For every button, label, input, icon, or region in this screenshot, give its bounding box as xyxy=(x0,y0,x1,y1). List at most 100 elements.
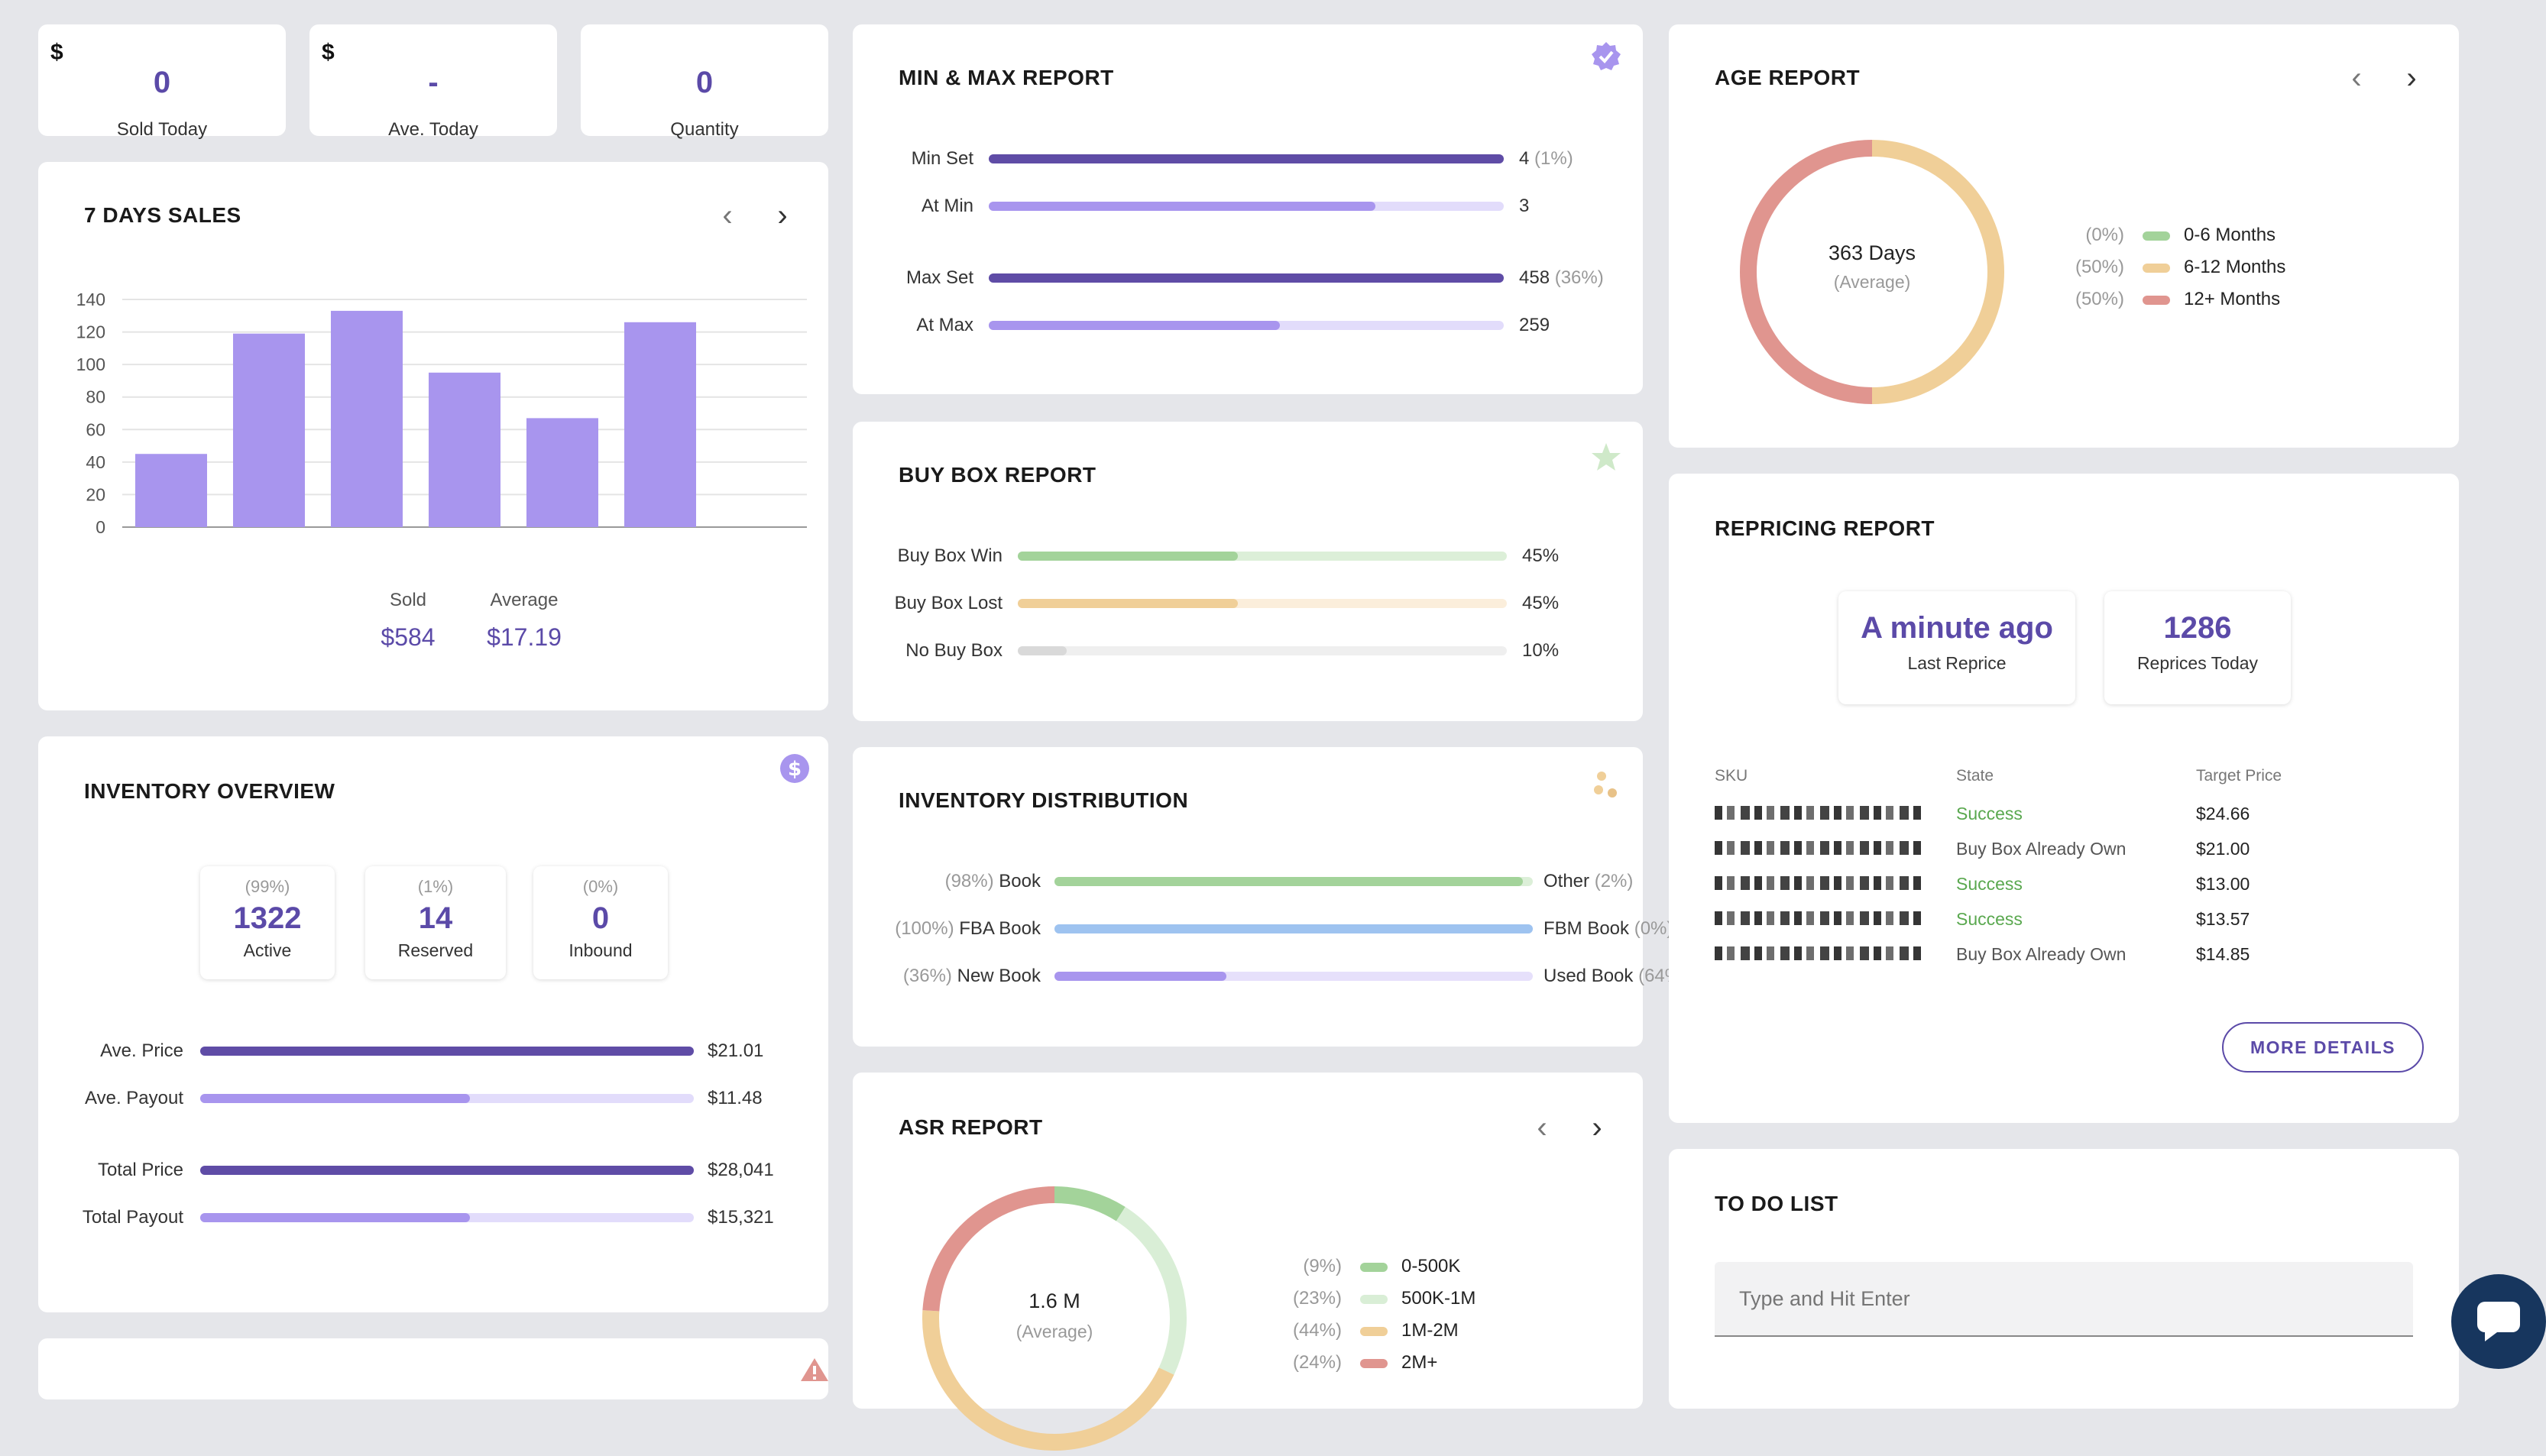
sold-label: Sold xyxy=(389,590,427,610)
legend-item: (44%) 1M-2M xyxy=(1288,1320,1459,1341)
dots-cluster-icon xyxy=(1594,772,1617,798)
sku-cell xyxy=(1715,796,1956,831)
dist-left-label: (98%) Book xyxy=(853,871,1041,892)
age-center-sub: (Average) xyxy=(1833,272,1911,292)
legend-label: 12+ Months xyxy=(2184,289,2281,309)
chart-bar[interactable] xyxy=(526,418,598,527)
redacted-sku xyxy=(1715,875,1921,890)
price-cell: $13.57 xyxy=(2196,908,2250,929)
inventory-distribution-card: INVENTORY DISTRIBUTION (98%) Book Other … xyxy=(853,747,1687,1047)
last-reprice-label: Last Reprice xyxy=(1907,653,2007,673)
chevron-left-icon[interactable]: ‹ xyxy=(2351,60,2362,95)
chart-bar[interactable] xyxy=(233,333,305,527)
average-value: $17.19 xyxy=(487,623,562,651)
sales-bar-chart: 0 20 40 60 80 100 120 140 xyxy=(76,290,807,537)
sku-cell xyxy=(1715,901,1956,937)
bar-track xyxy=(200,1094,694,1103)
bar-label: Buy Box Lost xyxy=(894,593,1003,613)
legend-pct: (24%) xyxy=(1292,1352,1342,1373)
chevron-right-icon[interactable]: › xyxy=(2406,60,2417,95)
bar-fill xyxy=(1018,599,1238,608)
bar-pct: (1%) xyxy=(1534,148,1573,169)
reserved-pct: (1%) xyxy=(417,877,454,896)
reserved-label: Reserved xyxy=(397,940,474,960)
inbound-box: (0%) 0 Inbound xyxy=(533,866,668,979)
bar-count: 3 xyxy=(1519,196,1530,216)
todo-input[interactable] xyxy=(1715,1262,2413,1337)
state-cell: Success xyxy=(1956,908,2023,929)
legend-item: (24%) 2M+ xyxy=(1288,1352,1437,1373)
price-cell: $14.85 xyxy=(2196,943,2250,964)
chevron-left-icon[interactable]: ‹ xyxy=(722,198,733,232)
reserved-value: 14 xyxy=(418,901,453,935)
dist-right-pct: (2%) xyxy=(1594,871,1634,891)
table-row[interactable]: Success $24.66 xyxy=(1715,796,2326,831)
table-row[interactable]: Success $13.00 xyxy=(1715,866,2326,901)
y-tick-label: 60 xyxy=(86,419,105,439)
sku-cell xyxy=(1715,937,1956,972)
chart-bar[interactable] xyxy=(331,310,403,527)
legend-pct: (23%) xyxy=(1292,1288,1342,1309)
chat-widget-button[interactable] xyxy=(2451,1274,2546,1369)
bar-fill xyxy=(1018,552,1238,561)
bar-label: Max Set xyxy=(905,267,973,288)
chevron-right-icon[interactable]: › xyxy=(1592,1110,1602,1144)
bar-track xyxy=(1054,924,1533,933)
bar-label: At Min xyxy=(921,196,973,216)
legend-item: (23%) 500K-1M xyxy=(1288,1288,1475,1309)
bar-fill xyxy=(200,1094,470,1103)
y-tick-label: 100 xyxy=(76,354,105,374)
stat-card-sold-today: $ 0 Sold Today xyxy=(38,24,286,140)
donut-segment[interactable] xyxy=(1054,1186,1126,1221)
y-tick-label: 0 xyxy=(96,517,105,537)
asr-report-card: ASR REPORT ‹ › 1.6 M (Average) (9%) 0-500… xyxy=(853,1073,1643,1451)
asr-center-sub: (Average) xyxy=(1015,1322,1093,1341)
todo-list-card: TO DO LIST xyxy=(1669,1149,2459,1409)
reprices-today-box: 1286 Reprices Today xyxy=(2104,591,2291,704)
bar-label: Ave. Payout xyxy=(85,1088,183,1108)
legend-swatch xyxy=(2143,263,2170,273)
dist-left-pct: (36%) xyxy=(902,966,952,986)
bar-count: 458 xyxy=(1519,267,1550,288)
repricing-table: SKU State Target Price Success $24.66 Bu… xyxy=(1715,767,2326,972)
bar-track xyxy=(200,1047,694,1056)
chart-bar[interactable] xyxy=(135,454,207,527)
y-tick-label: 140 xyxy=(76,290,105,309)
stat-card-ave-today: $ - Ave. Today xyxy=(309,24,557,140)
dist-left-label: (100%) FBA Book xyxy=(853,918,1041,940)
reprices-today-value: 1286 xyxy=(2163,611,2232,645)
card-title: TO DO LIST xyxy=(1715,1192,1838,1215)
chart-bar[interactable] xyxy=(624,322,696,527)
bar-value: 4 (1%) xyxy=(1519,148,1573,170)
table-row[interactable]: Buy Box Already Own $14.85 xyxy=(1715,937,2326,972)
legend-swatch xyxy=(1360,1358,1388,1368)
bar-label: Total Price xyxy=(97,1160,183,1180)
asr-donut-chart xyxy=(922,1186,1187,1451)
donut-segment[interactable] xyxy=(1116,1206,1187,1375)
table-row[interactable]: Success $13.57 xyxy=(1715,901,2326,937)
last-reprice-value: A minute ago xyxy=(1861,611,2053,645)
dist-right-label: Used Book (64%) xyxy=(1543,966,1687,987)
chevron-left-icon[interactable]: ‹ xyxy=(1537,1110,1547,1144)
alert-card xyxy=(38,1338,828,1399)
bar-value: 10% xyxy=(1522,640,1560,661)
more-details-button[interactable]: MORE DETAILS xyxy=(2222,1022,2424,1073)
donut-segment[interactable] xyxy=(1871,140,2004,404)
active-pct: (99%) xyxy=(245,877,290,896)
chart-bar[interactable] xyxy=(429,372,500,527)
donut-segment[interactable] xyxy=(922,1186,1055,1312)
currency-symbol: $ xyxy=(322,40,335,65)
donut-segment[interactable] xyxy=(1740,140,1873,404)
chevron-right-icon[interactable]: › xyxy=(777,198,788,232)
table-row[interactable]: Buy Box Already Own $21.00 xyxy=(1715,831,2326,866)
card-title: ASR REPORT xyxy=(899,1115,1043,1139)
redacted-sku xyxy=(1715,840,1921,855)
col-header-target-price: Target Price xyxy=(2196,767,2282,785)
bar-track xyxy=(1018,646,1507,655)
bar-fill xyxy=(989,321,1280,330)
bar-fill xyxy=(1054,877,1524,886)
last-reprice-box: A minute ago Last Reprice xyxy=(1838,591,2075,704)
card-title: INVENTORY OVERVIEW xyxy=(84,779,335,803)
card-title: 7 DAYS SALES xyxy=(84,203,241,227)
legend-swatch xyxy=(2143,295,2170,305)
